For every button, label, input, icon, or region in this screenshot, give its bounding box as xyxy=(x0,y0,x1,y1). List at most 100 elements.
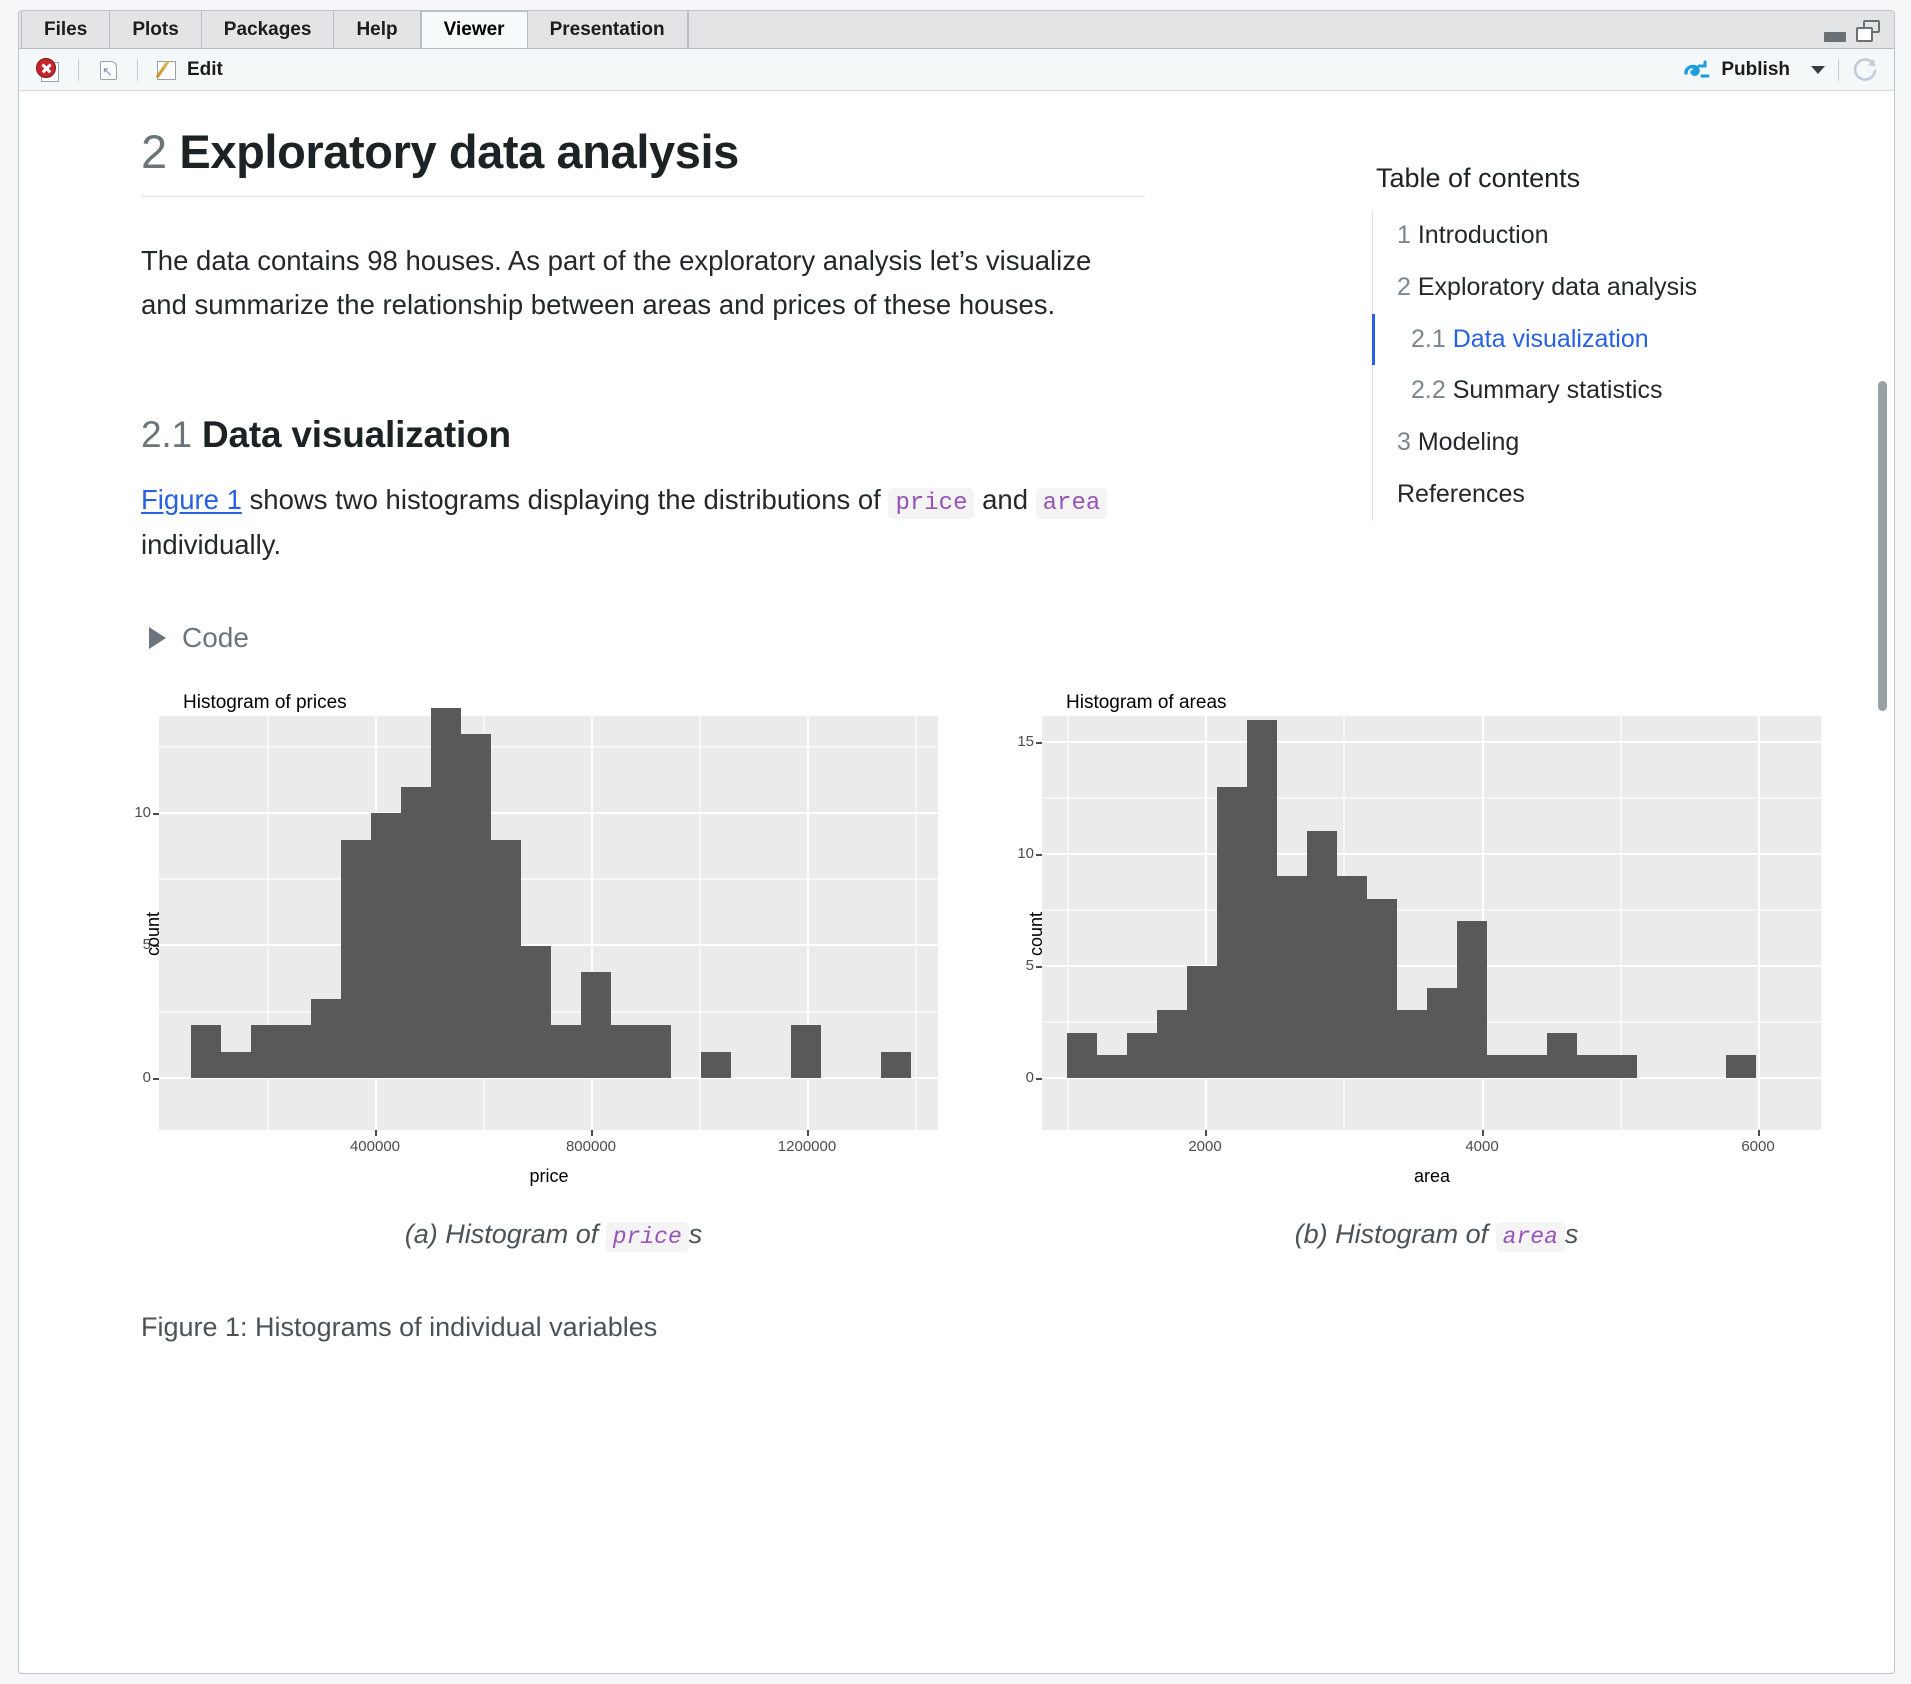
edit-button[interactable]: Edit xyxy=(147,56,230,84)
pane-tabstrip: Files Plots Packages Help Viewer Present… xyxy=(19,11,1894,49)
subcaption-a-code: price xyxy=(605,1222,689,1253)
figure-caption: Figure 1: Histograms of individual varia… xyxy=(141,1312,658,1343)
subcaption-a-prefix: (a) Histogram of xyxy=(404,1219,606,1250)
toc-item-label: References xyxy=(1397,479,1525,508)
toc-item-number: 2.1 xyxy=(1411,324,1446,353)
stop-button[interactable] xyxy=(29,56,69,84)
publish-button-label: Publish xyxy=(1721,58,1790,80)
viewer-document-area: 2 Exploratory data analysis The data con… xyxy=(19,91,1894,1673)
tab-presentation[interactable]: Presentation xyxy=(527,11,688,48)
toc-title: Table of contents xyxy=(1376,163,1581,193)
tabstrip-filler xyxy=(687,11,1894,48)
toc-item-label: Exploratory data analysis xyxy=(1417,272,1698,301)
para2-text-a: shows two histograms displaying the dist… xyxy=(241,483,889,515)
subsection-number: 2.1 xyxy=(141,413,192,455)
toc-item-modeling[interactable]: 3 Modeling xyxy=(1372,417,1786,469)
chart-b-xaxis-label: area xyxy=(1413,1166,1451,1187)
chart-b-ytick-15: 15 xyxy=(1017,733,1034,751)
figure-1: Histogram of prices xyxy=(131,688,1859,1343)
figure-1-link[interactable]: Figure 1 xyxy=(141,483,242,515)
refresh-icon[interactable] xyxy=(1852,56,1880,84)
document-scrollbar-track[interactable] xyxy=(1877,91,1891,1673)
subcaption-b-code: area xyxy=(1495,1222,1565,1253)
toolbar-separator-1 xyxy=(78,58,79,81)
edit-button-label: Edit xyxy=(187,58,223,80)
toc-item-summary-statistics[interactable]: 2.2 Summary statistics xyxy=(1372,365,1786,417)
edit-pencil-icon xyxy=(154,58,180,82)
toc-item-label: Introduction xyxy=(1417,221,1549,249)
show-in-new-window-icon: ↖ xyxy=(95,58,121,82)
stop-sign-icon xyxy=(36,57,62,82)
toc-item-references[interactable]: References xyxy=(1372,469,1786,521)
toc-item-number: 2 xyxy=(1397,272,1411,301)
subsection-heading-text: Data visualization xyxy=(201,413,511,455)
tab-plots[interactable]: Plots xyxy=(110,11,202,48)
subcaption-a-suffix: s xyxy=(688,1219,703,1250)
section-number: 2 xyxy=(141,125,167,178)
toc-item-exploratory-data-analysis[interactable]: 2 Exploratory data analysis xyxy=(1372,262,1786,314)
chart-b-ytick-0: 0 xyxy=(1025,1069,1034,1087)
subcaption-b: (b) Histogram of area s xyxy=(1014,1219,1859,1253)
subcaption-b-suffix: s xyxy=(1564,1219,1579,1250)
chevron-down-icon[interactable] xyxy=(1811,65,1825,74)
subcaption-a: (a) Histogram of price s xyxy=(131,1219,976,1253)
chart-b-xtick-4000: 4000 xyxy=(1465,1138,1499,1156)
figure-reference-paragraph: Figure 1 shows two histograms displaying… xyxy=(141,478,1141,568)
chart-b-xtick-6000: 6000 xyxy=(1741,1138,1775,1156)
para2-text-c: individually. xyxy=(141,529,282,561)
tab-files[interactable]: Files xyxy=(21,11,111,48)
chart-a-xtick-800000: 800000 xyxy=(565,1138,617,1156)
chart-a-ytick-5: 5 xyxy=(142,936,151,954)
toc-item-introduction[interactable]: 1 Introduction xyxy=(1372,210,1786,262)
publish-button[interactable]: Publish xyxy=(1680,57,1829,83)
chart-b-ytick-5: 5 xyxy=(1025,957,1034,975)
toc-item-label: Summary statistics xyxy=(1452,376,1663,405)
chart-a-title: Histogram of prices xyxy=(183,692,347,714)
chart-b-xtick-2000: 2000 xyxy=(1188,1138,1222,1156)
triangle-right-icon xyxy=(149,627,166,650)
inline-code-price: price xyxy=(888,487,975,519)
show-in-new-window-button[interactable]: ↖ xyxy=(88,56,128,84)
minimize-pane-icon[interactable] xyxy=(1824,32,1846,42)
maximize-pane-icon[interactable] xyxy=(1856,20,1880,42)
publish-icon xyxy=(1682,59,1712,81)
chart-a-xtick-1200000: 1200000 xyxy=(777,1138,837,1156)
rstudio-viewer-pane: Files Plots Packages Help Viewer Present… xyxy=(18,10,1895,1674)
chart-b-ytick-10: 10 xyxy=(1017,845,1034,863)
window-controls xyxy=(1824,20,1880,42)
document-main-column: 2 Exploratory data analysis The data con… xyxy=(131,125,1859,1343)
intro-paragraph: The data contains 98 houses. As part of … xyxy=(141,244,1092,321)
subsection-heading: 2.1 Data visualization xyxy=(141,414,1356,456)
table-of-contents: Table of contents 1 Introduction 2 Explo… xyxy=(1356,125,1786,521)
subfigure-b: Histogram of areas xyxy=(1014,688,1859,1253)
chart-a-yaxis-label: count xyxy=(143,911,163,957)
document-scrollbar-thumb[interactable] xyxy=(1878,381,1887,711)
tab-packages[interactable]: Packages xyxy=(201,11,335,48)
code-disclosure-toggle[interactable]: Code xyxy=(149,622,349,654)
page-title: 2 Exploratory data analysis xyxy=(141,125,1145,197)
histogram-of-areas-chart: Histogram of areas xyxy=(1014,688,1859,1194)
quarto-document: 2 Exploratory data analysis The data con… xyxy=(19,91,1894,1673)
tab-help[interactable]: Help xyxy=(334,11,421,48)
chart-b-title: Histogram of areas xyxy=(1066,692,1227,714)
viewer-toolbar: ↖ Edit P xyxy=(19,49,1894,91)
toc-item-number: 1 xyxy=(1397,221,1411,249)
chart-a-ytick-10: 10 xyxy=(134,804,151,822)
histogram-of-prices-chart: Histogram of prices xyxy=(131,688,976,1194)
chart-a-xtick-400000: 400000 xyxy=(349,1138,401,1156)
chart-b-yaxis-label: count xyxy=(1026,911,1046,957)
toc-item-number: 3 xyxy=(1397,428,1411,456)
toolbar-separator-2 xyxy=(137,58,138,81)
toc-item-number: 2.2 xyxy=(1411,376,1446,405)
chart-a-ytick-0: 0 xyxy=(142,1069,151,1087)
section-heading-text: Exploratory data analysis xyxy=(179,125,739,178)
inline-code-area: area xyxy=(1035,487,1108,519)
toc-item-label: Modeling xyxy=(1417,428,1520,456)
tab-viewer[interactable]: Viewer xyxy=(420,11,528,48)
subfigure-a: Histogram of prices xyxy=(131,688,976,1253)
subcaption-b-prefix: (b) Histogram of xyxy=(1294,1219,1496,1250)
chart-a-xaxis-label: price xyxy=(529,1166,569,1187)
toc-item-data-visualization[interactable]: 2.1 Data visualization xyxy=(1372,313,1786,366)
toc-item-label: Data visualization xyxy=(1452,324,1649,353)
toc-list: 1 Introduction 2 Exploratory data analys… xyxy=(1372,210,1786,521)
